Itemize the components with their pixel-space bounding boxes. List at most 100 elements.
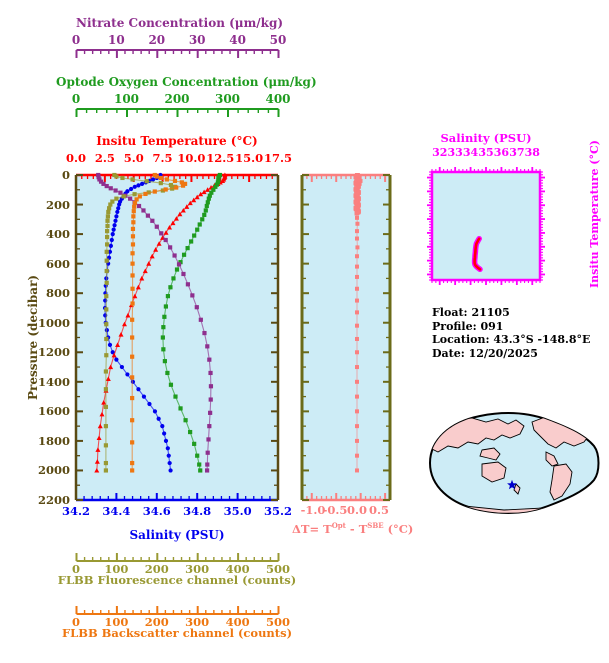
delta-t-tick-label: 0.0 xyxy=(346,503,367,517)
temperature-axis-title: Insitu Temperature (°C) xyxy=(96,134,258,148)
delta-t-tick-label: 0.5 xyxy=(368,503,389,517)
axis-tick-label: 200 xyxy=(164,92,190,106)
axis-tick-label: 200 xyxy=(144,615,169,629)
delta-t-sup-opt: Opt xyxy=(331,521,346,530)
pressure-tick-label: 2000 xyxy=(37,463,70,478)
float-line: Float: 21105 xyxy=(432,306,590,320)
salinity-tick-label: 34.8 xyxy=(183,504,212,518)
axis-tick-label: 10.0 xyxy=(177,151,206,165)
pressure-tick-label: 1200 xyxy=(37,345,70,360)
axis-tick-label: 100 xyxy=(104,562,129,576)
backscatter-axis-title: FLBB Backscatter channel (counts) xyxy=(61,626,293,640)
delta-t-tick-label: -0.5 xyxy=(322,503,348,517)
axis-tick-label: 15.0 xyxy=(235,151,264,165)
fluorescence-axis-title: FLBB Fluorescence channel (counts) xyxy=(57,573,297,587)
date-label: Date: xyxy=(432,346,465,360)
ts-temperature-title: Insitu Temperature (°C) xyxy=(588,140,601,288)
delta-t-tick-label: -1.0 xyxy=(300,503,326,517)
metadata-block: Float: 21105 Profile: 091 Location: 43.3… xyxy=(432,306,590,360)
pressure-tick-label: 600 xyxy=(45,256,70,271)
salinity-tick-label: 34.6 xyxy=(142,504,171,518)
axis-tick-label: 50 xyxy=(269,33,287,47)
nitrate-axis: 0 10 20 30 40 50 xyxy=(72,33,286,59)
ts-salinity-tick-label: 37 xyxy=(509,146,525,159)
delta-t-label-suffix: (°C) xyxy=(383,521,414,536)
fluorescence-axis: 0 100 200 300 400 500 xyxy=(72,552,290,578)
ts-salinity-title: Salinity (PSU) xyxy=(440,131,532,145)
axis-tick-label: 400 xyxy=(225,562,250,576)
pressure-tick-label: 0 xyxy=(61,168,70,182)
axis-tick-label: 500 xyxy=(265,615,290,629)
axis-tick-label: 100 xyxy=(113,92,140,106)
date-line: Date: 12/20/2025 xyxy=(432,347,590,361)
axis-tick-label: 5.0 xyxy=(123,151,144,165)
salinity-axis-title: Salinity (PSU) xyxy=(129,528,225,542)
location-label: Location: xyxy=(432,333,490,346)
pressure-tick-label: 1400 xyxy=(37,374,70,389)
oxygen-axis-title: Optode Oxygen Concentration (μm/kg) xyxy=(56,75,317,89)
float-location-marker xyxy=(507,479,517,490)
ts-salinity-tick-label: 32 xyxy=(432,146,448,159)
location-line: Location: 43.3°S -148.8°E xyxy=(432,333,590,347)
oxygen-axis: 0 100 200 300 400 xyxy=(72,92,291,118)
axis-tick-label: 0 xyxy=(71,33,81,47)
pressure-tick-label: 2200 xyxy=(37,493,70,507)
backscatter-axis: 0 100 200 300 400 500 xyxy=(72,605,290,631)
main-profile-panel xyxy=(74,172,280,502)
salinity-tick-label: 34.4 xyxy=(102,504,131,518)
axis-tick-label: 400 xyxy=(265,92,291,106)
ts-salinity-tick-label: 38 xyxy=(524,146,540,159)
axis-tick-label: 200 xyxy=(144,562,169,576)
profile-label: Profile: xyxy=(432,319,477,333)
axis-tick-label: 10 xyxy=(108,33,125,47)
temperature-axis-ticklabels: 0.0 2.5 5.0 7.5 10.0 12.5 15.0 17.5 xyxy=(66,151,292,167)
ts-salinity-tick-label: 35 xyxy=(478,146,494,159)
delta-t-label-prefix: ΔT= T xyxy=(292,521,332,536)
profile-line: Profile: 091 xyxy=(432,320,590,334)
world-map xyxy=(428,412,600,514)
axis-tick-label: 400 xyxy=(225,615,250,629)
pressure-tick-label: 1800 xyxy=(37,433,70,448)
axis-tick-label: 17.5 xyxy=(263,151,292,165)
delta-t-label-mid: - T xyxy=(345,521,368,536)
nitrate-axis-title: Nitrate Concentration (μm/kg) xyxy=(76,16,284,30)
axis-tick-label: 0 xyxy=(71,562,80,576)
axis-tick-label: 12.5 xyxy=(206,151,235,165)
location-value: 43.3°S -148.8°E xyxy=(493,333,591,346)
float-label: Float: xyxy=(432,306,468,319)
ts-salinity-tick-label: 33 xyxy=(447,146,463,159)
ts-salinity-tick-label: 36 xyxy=(493,146,510,159)
axis-tick-label: 0 xyxy=(71,92,81,106)
delta-t-ticklabels: -1.0 -0.5 0.0 0.5 xyxy=(301,503,390,519)
salinity-tick-label: 34.2 xyxy=(61,504,90,518)
ts-salinity-ticklabels: 32 33 34 35 36 37 38 xyxy=(432,146,540,161)
axis-tick-label: 0 xyxy=(71,615,80,629)
date-value: 12/20/2025 xyxy=(468,346,538,360)
profile-value: 091 xyxy=(480,319,504,333)
delta-t-sup-sbe: SBE xyxy=(367,521,384,530)
axis-tick-label: 2.5 xyxy=(94,151,115,165)
axis-tick-label: 7.5 xyxy=(152,151,173,165)
ts-diagram-panel xyxy=(427,167,545,285)
delta-t-axis-title: ΔT= TOpt - TSBE (°C) xyxy=(292,521,413,536)
pressure-tick-label: 800 xyxy=(45,286,70,301)
pressure-tick-label: 400 xyxy=(45,227,70,242)
float-value: 21105 xyxy=(471,306,510,319)
salinity-tick-label: 35.0 xyxy=(223,504,252,518)
axis-tick-label: 20 xyxy=(148,33,166,47)
salinity-tick-label: 35.2 xyxy=(263,504,292,518)
pressure-tick-label: 200 xyxy=(45,197,70,212)
axis-tick-label: 40 xyxy=(229,33,246,47)
axis-tick-label: 300 xyxy=(185,562,210,576)
ts-salinity-tick-label: 34 xyxy=(462,146,479,159)
delta-t-panel xyxy=(300,173,392,502)
pressure-tick-label: 1000 xyxy=(37,315,70,330)
axis-tick-label: 100 xyxy=(104,615,129,629)
axis-tick-label: 300 xyxy=(214,92,241,106)
pressure-tick-label: 1600 xyxy=(37,404,70,419)
axis-tick-label: 30 xyxy=(188,33,206,47)
ts-temperature-ticklabels: 05101520253035 xyxy=(556,164,576,292)
axis-tick-label: 300 xyxy=(185,615,210,629)
axis-tick-label: 500 xyxy=(265,562,290,576)
axis-tick-label: 0.0 xyxy=(65,151,86,165)
